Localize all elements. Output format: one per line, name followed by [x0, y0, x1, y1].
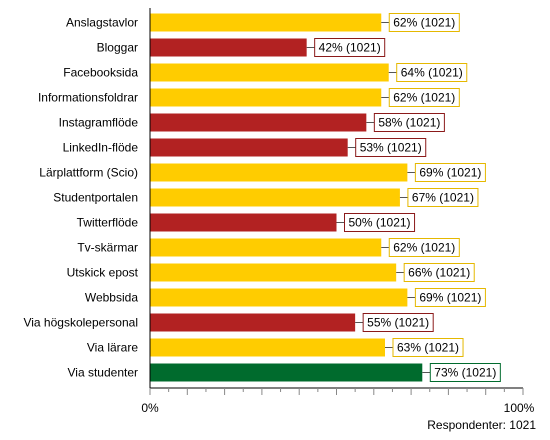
- value-label-box: [396, 63, 468, 82]
- bar: [150, 13, 382, 32]
- bar: [150, 313, 356, 332]
- x-tick-label: 100%: [504, 401, 535, 415]
- bar: [150, 288, 408, 307]
- category-label: Lärplattform (Scio): [39, 166, 138, 180]
- value-label: 63% (1021): [397, 341, 459, 355]
- category-label: Anslagstavlor: [66, 16, 138, 30]
- value-label: 62% (1021): [393, 241, 455, 255]
- value-label: 42% (1021): [319, 41, 381, 55]
- category-label: Via lärare: [87, 341, 138, 355]
- value-label: 73% (1021): [434, 366, 496, 380]
- category-label: LinkedIn-flöde: [63, 141, 139, 155]
- value-label: 69% (1021): [419, 291, 481, 305]
- value-label-box: [407, 188, 479, 207]
- value-label: 66% (1021): [408, 266, 470, 280]
- value-label: 50% (1021): [349, 216, 411, 230]
- value-label-box: [388, 238, 460, 257]
- bar: [150, 38, 307, 57]
- bar: [150, 138, 348, 157]
- category-label: Informationsfoldrar: [38, 91, 138, 105]
- value-label-box: [414, 163, 486, 182]
- value-label-box: [388, 88, 460, 107]
- category-label: Studentportalen: [53, 191, 138, 205]
- category-label: Tv-skärmar: [77, 241, 138, 255]
- value-label-box: [403, 263, 475, 282]
- value-label-box: [392, 338, 464, 357]
- value-label-box: [344, 213, 416, 232]
- value-label-box: [414, 288, 486, 307]
- value-label: 53% (1021): [360, 141, 422, 155]
- bar: [150, 163, 408, 182]
- value-label: 62% (1021): [393, 16, 455, 30]
- value-label: 67% (1021): [412, 191, 474, 205]
- value-label-box: [373, 113, 445, 132]
- value-label: 69% (1021): [419, 166, 481, 180]
- bar: [150, 188, 400, 207]
- value-label: 55% (1021): [367, 316, 429, 330]
- bar: [150, 363, 423, 382]
- value-label-box: [355, 138, 427, 157]
- category-label: Bloggar: [97, 41, 138, 55]
- value-label-box: [429, 363, 501, 382]
- x-tick-label: 0%: [141, 401, 159, 415]
- value-label: 62% (1021): [393, 91, 455, 105]
- category-label: Via studenter: [68, 366, 139, 380]
- value-label: 58% (1021): [378, 116, 440, 130]
- value-label-box: [388, 13, 460, 32]
- bar: [150, 88, 382, 107]
- category-label: Webbsida: [85, 291, 138, 305]
- bar: [150, 338, 385, 357]
- bar: [150, 263, 397, 282]
- respondents-note: Respondenter: 1021: [427, 418, 536, 432]
- category-label: Utskick epost: [67, 266, 139, 280]
- bar: [150, 63, 389, 82]
- category-label: Instagramflöde: [59, 116, 139, 130]
- value-label-box: [314, 38, 386, 57]
- category-label: Via högskolepersonal: [23, 316, 138, 330]
- category-label: Facebooksida: [63, 66, 138, 80]
- bar: [150, 238, 382, 257]
- category-label: Twitterflöde: [77, 216, 139, 230]
- value-label: 64% (1021): [401, 66, 463, 80]
- bar: [150, 113, 367, 132]
- value-label-box: [362, 313, 434, 332]
- bar: [150, 213, 337, 232]
